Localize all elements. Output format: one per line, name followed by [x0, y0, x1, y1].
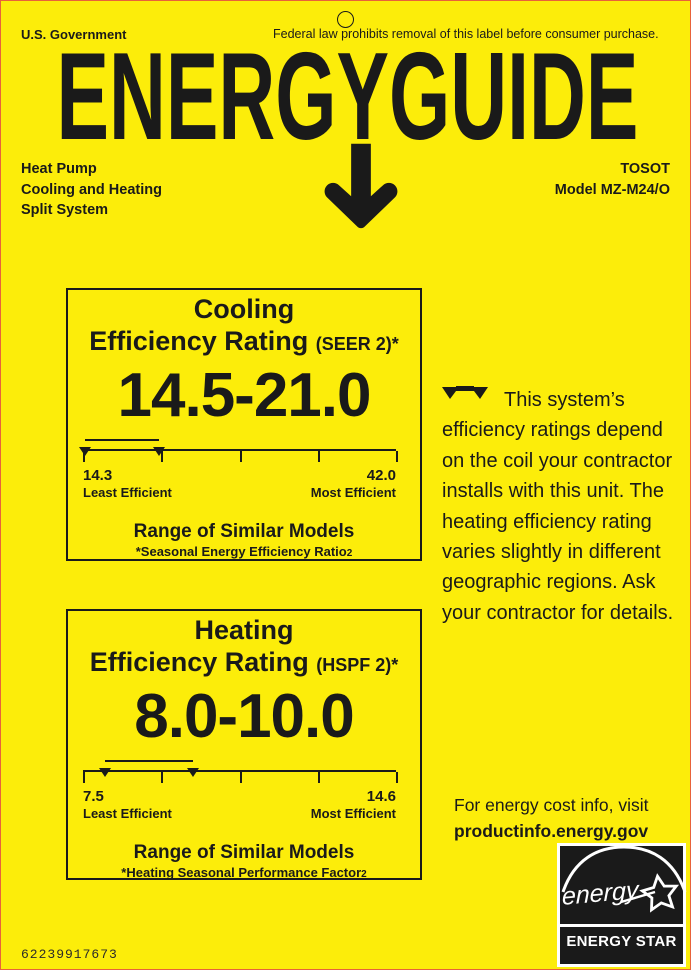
svg-text:energy: energy: [562, 876, 640, 911]
